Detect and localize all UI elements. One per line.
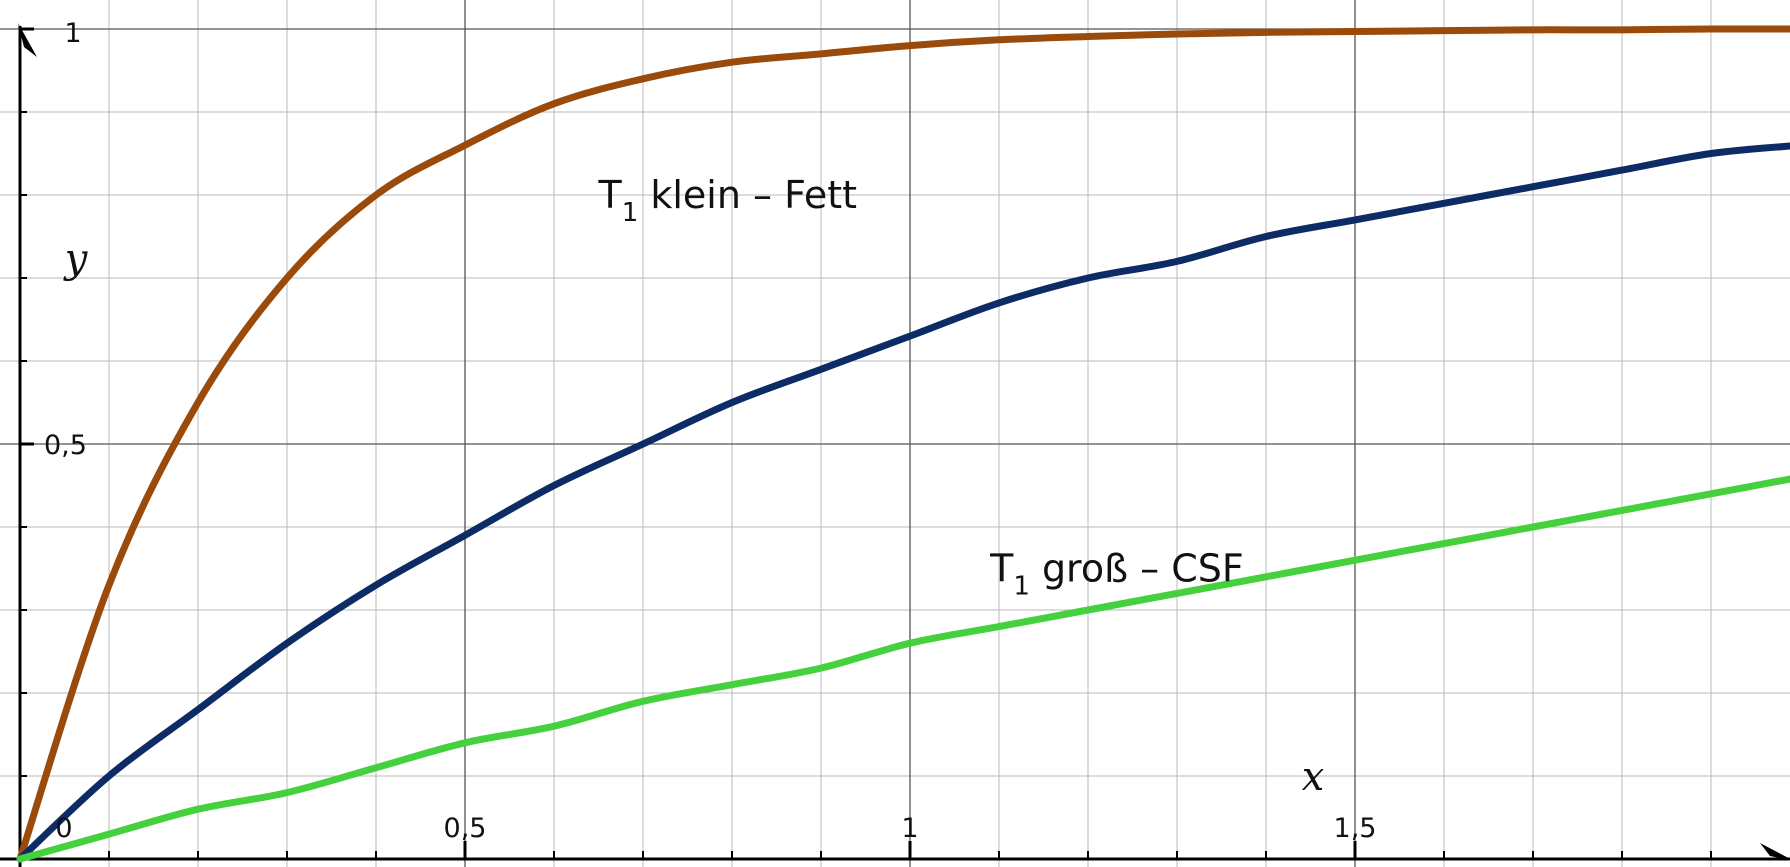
y-tick-label: 1 <box>64 18 81 49</box>
y-axis-title: y <box>63 236 89 282</box>
series-layer <box>16 25 1790 863</box>
y-tick-label: 0,5 <box>44 430 87 461</box>
x-tick-label: 0 <box>55 813 72 844</box>
y-axis-arrow-icon <box>18 23 37 57</box>
x-tick-label: 1,5 <box>1334 813 1377 844</box>
axes <box>0 23 1790 867</box>
x-axis-title: x <box>1302 754 1325 800</box>
series-line-2 <box>16 142 1790 863</box>
annotation-t1-small-fat: T1 klein – Fett <box>598 173 858 228</box>
labels-layer: 0 0,5 1 1,5 0,5 1 x y T1 klein – Fett T1 groß – C… <box>44 18 1376 844</box>
x-axis-arrow-icon <box>1760 843 1790 861</box>
series-line-1 <box>16 25 1790 863</box>
x-tick-label: 0,5 <box>444 813 487 844</box>
x-tick-label: 1 <box>901 813 918 844</box>
series-line-3 <box>16 475 1790 863</box>
annotation-t1-large-csf: T1 groß – CSF <box>989 547 1244 602</box>
